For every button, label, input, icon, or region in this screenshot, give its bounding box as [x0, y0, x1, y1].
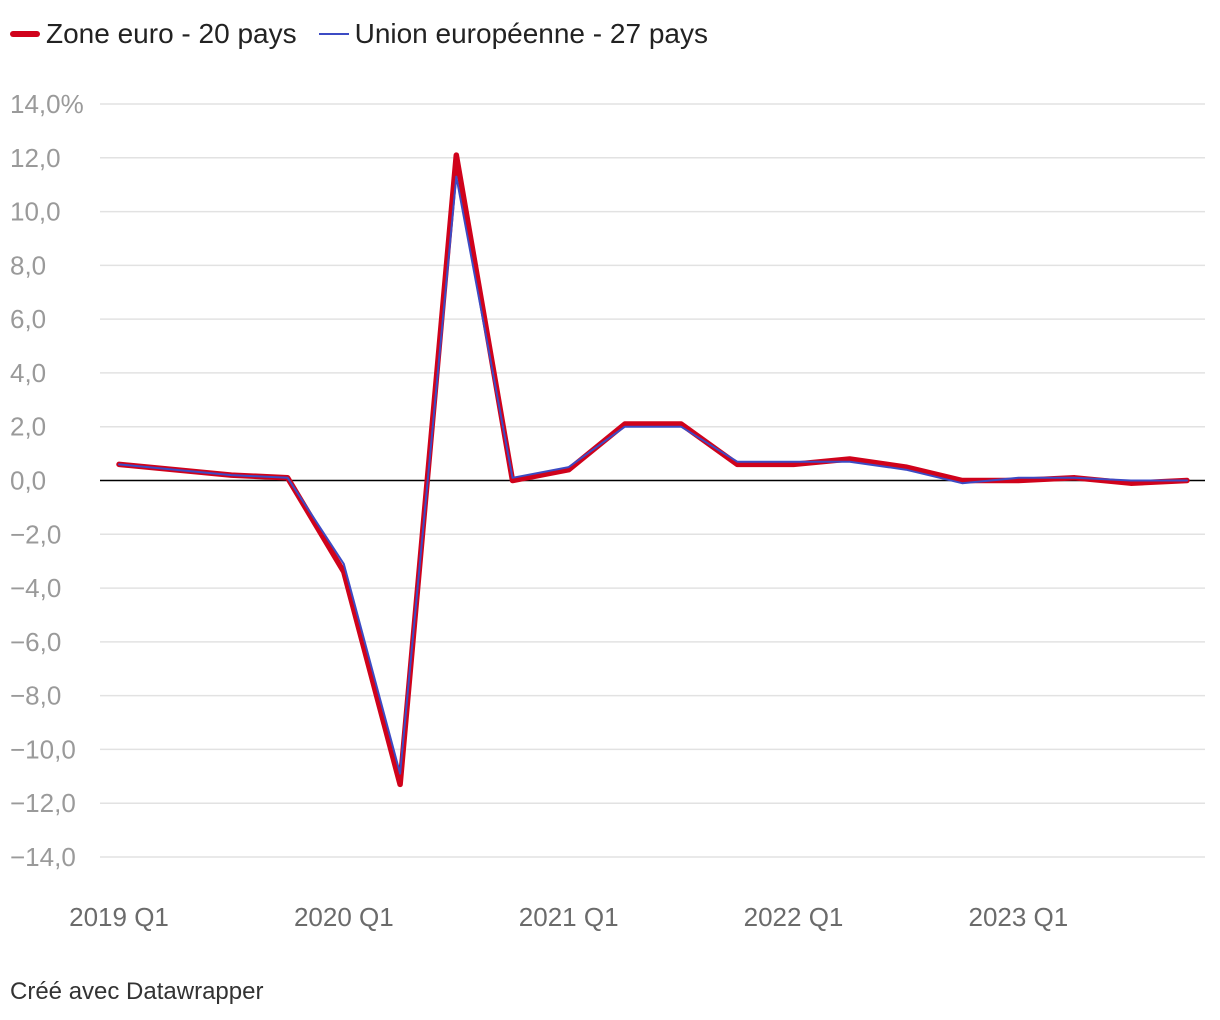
y-tick-label: 6,0: [10, 304, 46, 334]
y-tick-label: 8,0: [10, 250, 46, 280]
y-tick-label: −12,0: [10, 788, 76, 818]
y-tick-label: −2,0: [10, 519, 61, 549]
y-tick-label: 0,0: [10, 466, 46, 496]
legend: Zone euro - 20 pays Union européenne - 2…: [10, 14, 730, 54]
legend-label-union-europeenne: Union européenne - 27 pays: [354, 18, 708, 49]
legend-swatch-zone-euro: [10, 31, 40, 37]
legend-label-zone-euro: Zone euro - 20 pays: [46, 18, 297, 49]
series-line-0[interactable]: [116, 152, 1190, 788]
y-tick-label: 14,0%: [10, 89, 84, 119]
y-tick-label: −4,0: [10, 573, 61, 603]
y-tick-label: 2,0: [10, 412, 46, 442]
legend-item-zone-euro[interactable]: Zone euro - 20 pays: [10, 18, 297, 50]
x-axis-ticks: 2019 Q1 2020 Q1 2021 Q1 2022 Q1 2023 Q1: [69, 902, 1068, 932]
y-tick-label: 4,0: [10, 358, 46, 388]
y-tick-label: −10,0: [10, 734, 76, 764]
x-tick-label: 2019 Q1: [69, 902, 169, 932]
x-tick-label: 2021 Q1: [519, 902, 619, 932]
legend-item-union-europeenne[interactable]: Union européenne - 27 pays: [318, 18, 708, 50]
y-tick-label: −8,0: [10, 681, 61, 711]
legend-swatch-union-europeenne: [318, 33, 349, 35]
y-axis-ticks: 14,0% 12,0 10,0 8,0 6,0 4,0 2,0 0,0 −2,0 −4,0 −6,0…: [10, 89, 84, 872]
x-tick-label: 2020 Q1: [294, 902, 394, 932]
y-tick-label: 12,0: [10, 143, 61, 173]
credit-text: Créé avec Datawrapper: [10, 978, 264, 1005]
y-tick-label: −14,0: [10, 842, 76, 872]
x-tick-label: 2023 Q1: [968, 902, 1068, 932]
series-lines: [116, 152, 1190, 788]
y-tick-label: 10,0: [10, 197, 61, 227]
x-tick-label: 2022 Q1: [744, 902, 844, 932]
line-chart: 14,0% 12,0 10,0 8,0 6,0 4,0 2,0 0,0 −2,0 −4,0 −6,0…: [10, 89, 1205, 932]
series-line-1[interactable]: [118, 175, 1188, 775]
y-tick-label: −6,0: [10, 627, 61, 657]
gridlines: [100, 103, 1205, 858]
